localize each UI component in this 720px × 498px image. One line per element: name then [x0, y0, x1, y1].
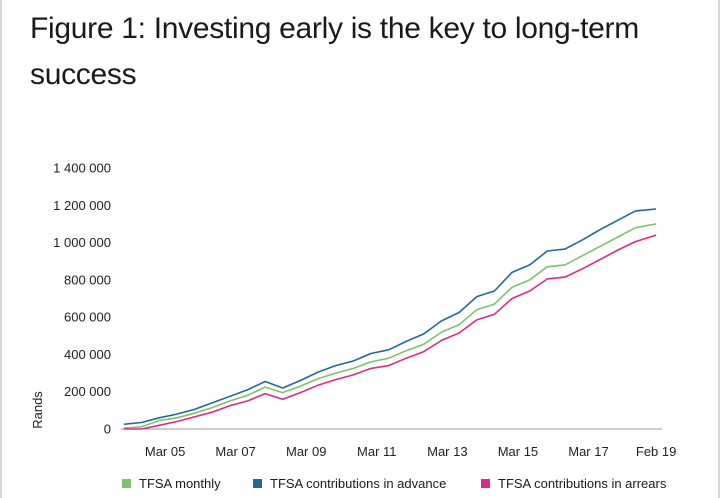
x-tick-label: Mar 09	[286, 444, 326, 459]
y-tick-label: 0	[104, 422, 111, 437]
series-line-0	[123, 223, 657, 429]
x-tick-label: Mar 07	[215, 444, 255, 459]
legend-label: TFSA monthly	[139, 476, 221, 491]
series-line-1	[123, 208, 657, 426]
y-axis-label: Rands	[30, 391, 45, 429]
legend-label: TFSA contributions in arrears	[498, 476, 667, 491]
y-axis-tick-labels: 0 200 000 400 000 600 000 800 000 1 000 000 1 …	[53, 161, 111, 437]
legend-label: TFSA contributions in advance	[270, 476, 447, 491]
x-axis-tick-labels: Mar 05 Mar 07 Mar 09 Mar 11 Mar 13 Mar 15 Mar …	[145, 444, 676, 459]
legend-item-tfsa-advance: TFSA contributions in advance	[253, 476, 446, 491]
legend-item-tfsa-arrears: TFSA contributions in arrears	[481, 476, 666, 491]
y-tick-label: 400 000	[64, 347, 111, 362]
y-tick-label: 600 000	[64, 310, 111, 325]
left-border	[0, 0, 2, 498]
legend-item-tfsa-monthly: TFSA monthly	[122, 476, 221, 491]
y-tick-label: 1 000 000	[53, 235, 111, 250]
x-tick-label: Mar 17	[568, 444, 608, 459]
series-line-2	[123, 234, 657, 430]
series-lines	[123, 208, 657, 430]
y-tick-label: 800 000	[64, 272, 111, 287]
y-tick-label: 1 400 000	[53, 161, 111, 176]
legend-swatch	[253, 479, 262, 488]
x-tick-label: Mar 15	[498, 444, 538, 459]
figure-title: Figure 1: Investing early is the key to …	[30, 12, 639, 91]
legend-swatch	[481, 479, 490, 488]
right-border	[718, 0, 720, 498]
legend: TFSA monthly TFSA contributions in advan…	[0, 476, 720, 496]
y-tick-label: 1 200 000	[53, 198, 111, 213]
line-chart: 0 200 000 400 000 600 000 800 000 1 000 000 1 …	[30, 161, 676, 460]
x-tick-label: Mar 05	[145, 444, 185, 459]
x-tick-label: Feb 19	[636, 444, 676, 459]
legend-swatch	[122, 479, 131, 488]
x-tick-label: Mar 11	[357, 444, 397, 459]
x-tick-label: Mar 13	[427, 444, 467, 459]
y-tick-label: 200 000	[64, 384, 111, 399]
